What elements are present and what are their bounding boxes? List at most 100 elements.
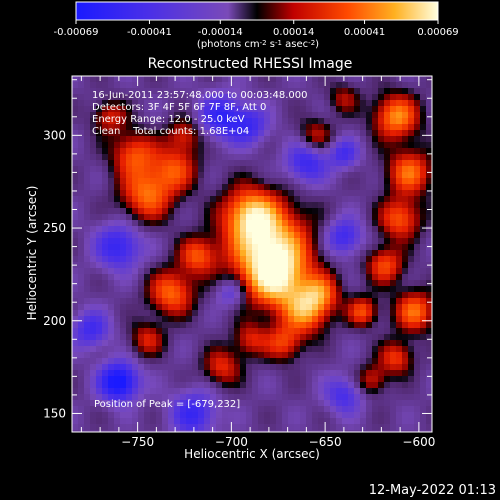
heatmap-cell — [366, 208, 372, 214]
heatmap-cell — [234, 160, 240, 166]
heatmap-cell — [414, 406, 420, 412]
heatmap-cell — [222, 160, 228, 166]
heatmap-cell — [372, 298, 378, 304]
heatmap-cell — [360, 292, 366, 298]
heatmap-cell — [330, 238, 336, 244]
heatmap-cell — [234, 154, 240, 160]
heatmap-cell — [192, 220, 198, 226]
heatmap-cell — [144, 424, 150, 430]
heatmap-cell — [204, 280, 210, 286]
heatmap-cell — [270, 202, 276, 208]
heatmap-cell — [102, 184, 108, 190]
heatmap-cell — [186, 364, 192, 370]
heatmap-cell — [192, 136, 198, 142]
heatmap-cell — [102, 274, 108, 280]
heatmap-cell — [90, 298, 96, 304]
heatmap-cell — [384, 340, 390, 346]
heatmap-cell — [192, 244, 198, 250]
heatmap-cell — [390, 226, 396, 232]
heatmap-cell — [180, 184, 186, 190]
heatmap-cell — [180, 94, 186, 100]
heatmap-cell — [84, 388, 90, 394]
heatmap-cell — [102, 82, 108, 88]
heatmap-cell — [156, 280, 162, 286]
heatmap-cell — [402, 280, 408, 286]
heatmap-cell — [132, 268, 138, 274]
heatmap-cell — [426, 76, 432, 82]
heatmap-cell — [84, 304, 90, 310]
heatmap-cell — [420, 214, 426, 220]
heatmap-cell — [384, 280, 390, 286]
heatmap-cell — [210, 304, 216, 310]
heatmap-cell — [408, 202, 414, 208]
heatmap-cell — [420, 250, 426, 256]
heatmap-cell — [252, 112, 258, 118]
heatmap-cell — [384, 166, 390, 172]
heatmap-cell — [378, 160, 384, 166]
heatmap-cell — [402, 118, 408, 124]
heatmap-cell — [126, 370, 132, 376]
heatmap-cell — [174, 100, 180, 106]
heatmap-cell — [108, 154, 114, 160]
heatmap-cell — [306, 82, 312, 88]
heatmap-cell — [132, 226, 138, 232]
heatmap-cell — [138, 346, 144, 352]
heatmap-cell — [276, 418, 282, 424]
heatmap-cell — [150, 364, 156, 370]
heatmap-cell — [162, 376, 168, 382]
heatmap-cell — [396, 112, 402, 118]
heatmap-cell — [186, 106, 192, 112]
heatmap-cell — [402, 328, 408, 334]
heatmap-cell — [384, 178, 390, 184]
heatmap-cell — [384, 430, 390, 432]
heatmap-cell — [156, 334, 162, 340]
heatmap-cell — [360, 178, 366, 184]
heatmap-cell — [192, 376, 198, 382]
heatmap-cell — [378, 412, 384, 418]
heatmap-cell — [282, 190, 288, 196]
heatmap-cell — [210, 400, 216, 406]
heatmap-cell — [138, 124, 144, 130]
heatmap-cell — [156, 226, 162, 232]
heatmap-cell — [144, 268, 150, 274]
heatmap-cell — [312, 280, 318, 286]
heatmap-cell — [114, 148, 120, 154]
heatmap-cell — [288, 352, 294, 358]
colorbar: -0.00069 -0.00041 -0.00014 0.00014 0.00041 0.… — [54, 1, 459, 50]
heatmap-cell — [414, 292, 420, 298]
heatmap-cell — [354, 346, 360, 352]
heatmap-cell — [168, 352, 174, 358]
heatmap-cell — [240, 346, 246, 352]
heatmap-cell — [318, 220, 324, 226]
heatmap-cell — [162, 304, 168, 310]
heatmap-cell — [264, 226, 270, 232]
heatmap-cell — [390, 184, 396, 190]
heatmap-cell — [234, 394, 240, 400]
heatmap-cell — [84, 214, 90, 220]
heatmap-cell — [408, 274, 414, 280]
heatmap-cell — [426, 316, 432, 322]
heatmap-cell — [258, 262, 264, 268]
heatmap-cell — [360, 214, 366, 220]
heatmap-cell — [264, 232, 270, 238]
heatmap-cell — [294, 178, 300, 184]
heatmap-cell — [414, 388, 420, 394]
heatmap-cell — [180, 190, 186, 196]
heatmap-cell — [366, 136, 372, 142]
heatmap-cell — [288, 334, 294, 340]
heatmap-cell — [342, 418, 348, 424]
heatmap-cell — [72, 172, 78, 178]
heatmap-cell — [138, 424, 144, 430]
heatmap-cell — [180, 232, 186, 238]
heatmap-cell — [90, 100, 96, 106]
heatmap-cell — [90, 304, 96, 310]
heatmap-cell — [312, 310, 318, 316]
heatmap-cell — [306, 154, 312, 160]
heatmap-cell — [174, 136, 180, 142]
heatmap-cell — [156, 322, 162, 328]
heatmap-cell — [228, 322, 234, 328]
heatmap-cell — [96, 250, 102, 256]
heatmap-cell — [318, 124, 324, 130]
heatmap-cell — [282, 424, 288, 430]
heatmap-cell — [222, 340, 228, 346]
